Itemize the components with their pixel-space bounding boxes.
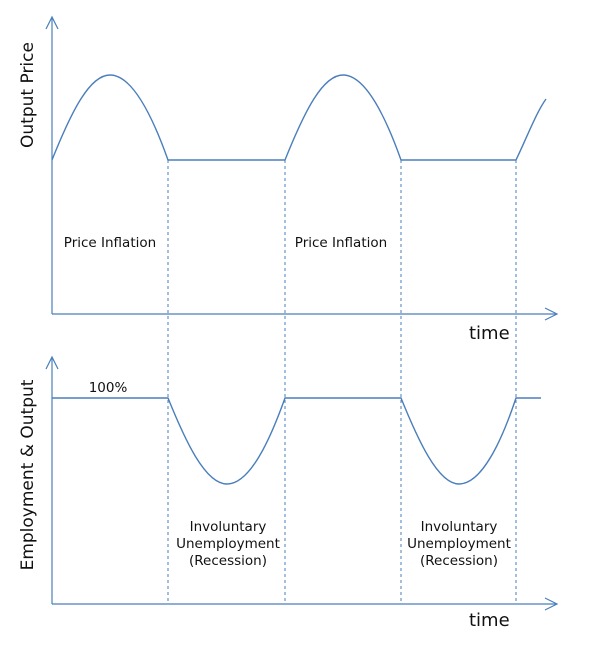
price-inflation-label-2: Price Inflation [295,235,387,251]
top-y-axis-arrow [45,15,59,30]
recession-label-1-line-3: (Recession) [189,553,267,569]
bottom-x-axis-arrow [544,597,559,611]
recession-label-1-line-1: Involuntary [190,519,267,535]
price-inflation-label-1: Price Inflation [64,235,156,251]
top-y-axis-label: Output Price [18,42,38,148]
recession-label-2-line-2: Unemployment [407,536,511,552]
recession-label-1-line-2: Unemployment [176,536,280,552]
top-x-axis-label: time [469,323,510,344]
bottom-y-axis-arrow [45,355,59,370]
bottom-panel: Employment & Output time 100% Involuntar… [18,355,559,631]
recession-label-2-line-1: Involuntary [421,519,498,535]
recession-label-2-line-3: (Recession) [420,553,498,569]
bottom-x-axis-label: time [469,610,510,631]
top-panel: Output Price time Price Inflation Price … [18,15,559,344]
full-employment-label: 100% [89,380,128,396]
top-x-axis-arrow [544,307,559,321]
recession-label-1: Involuntary Unemployment (Recession) [176,519,280,569]
phase-boundaries [167,160,517,604]
recession-label-2: Involuntary Unemployment (Recession) [407,519,511,569]
output-price-curve [51,74,547,161]
employment-output-curve [52,397,541,485]
bottom-y-axis-label: Employment & Output [18,379,38,570]
